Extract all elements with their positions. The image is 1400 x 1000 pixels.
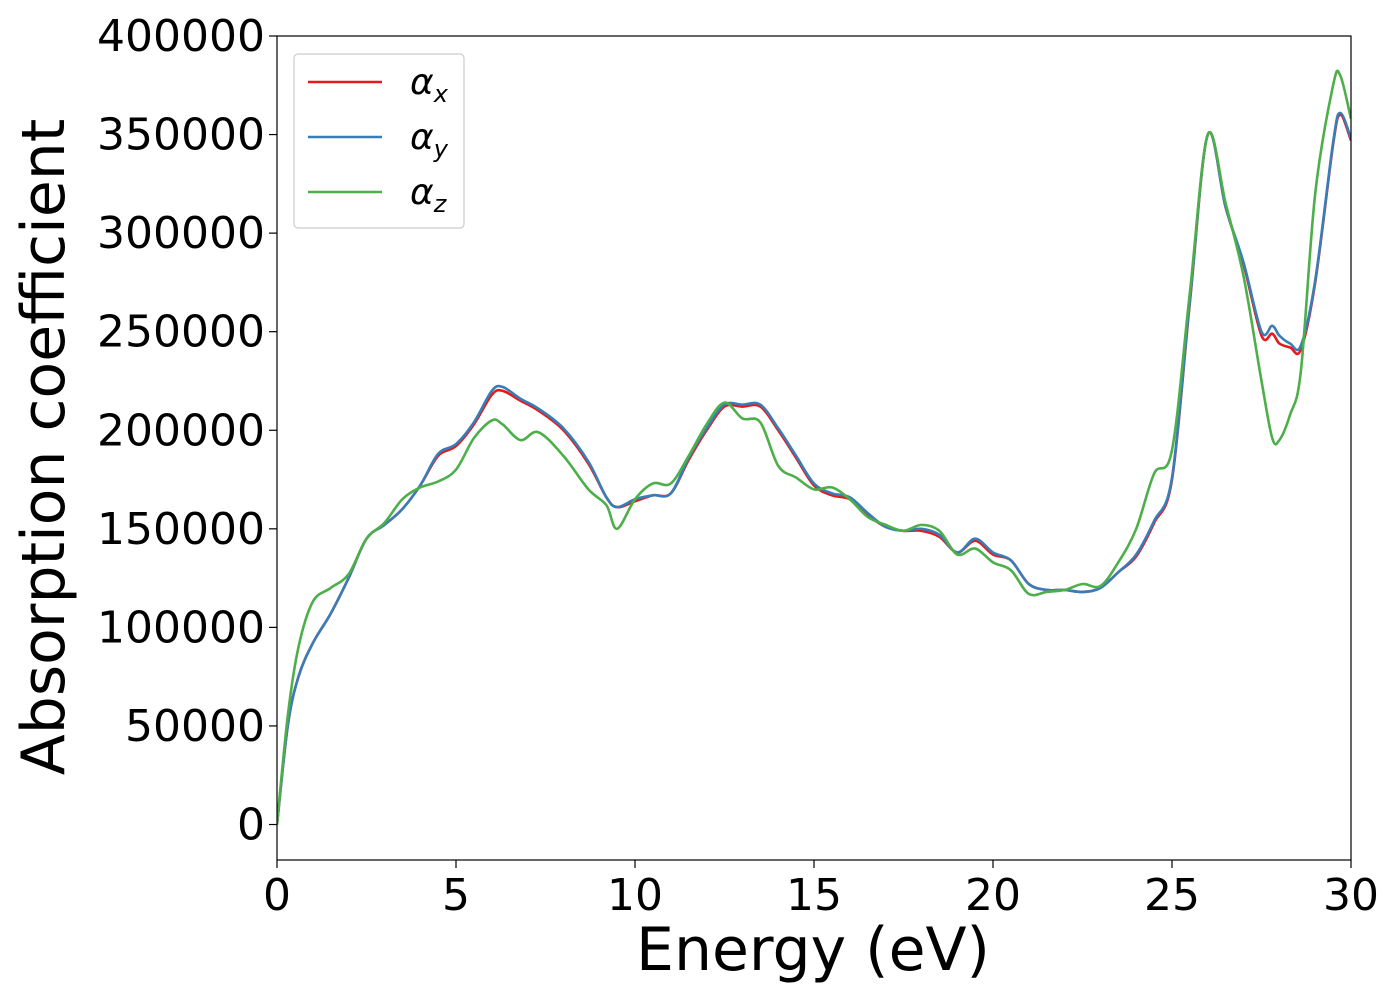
x-tick-label: 15 [786,870,842,921]
x-tick-label: 20 [965,870,1021,921]
y-tick-label: 300000 [97,208,265,259]
x-tick-label: 0 [263,870,291,921]
y-tick-label: 400000 [97,11,265,62]
y-tick-label: 200000 [97,405,265,456]
x-tick-label: 5 [442,870,470,921]
plot-lines [277,69,1351,825]
y-tick-label: 150000 [97,504,265,555]
y-tick-label: 50000 [125,701,265,752]
y-tick-label: 250000 [97,307,265,358]
x-axis-ticks: 0 5 10 15 20 25 30 [263,860,1379,921]
x-tick-label: 25 [1144,870,1200,921]
legend-label: αx [410,62,449,108]
x-tick-label: 30 [1323,870,1379,921]
legend-label: αz [410,172,448,218]
legend-box [293,53,465,229]
legend: αx αy αz [293,53,465,229]
y-axis-ticks: 0 50000 100000 150000 200000 250000 300000 3500… [97,11,277,851]
series-line-alpha-z [277,69,1351,825]
y-tick-label: 100000 [97,602,265,653]
legend-label: αy [410,117,449,163]
y-axis-title: Absorption coefficient [9,119,79,776]
x-axis-title: Energy (eV) [636,915,990,985]
y-tick-label: 350000 [97,110,265,161]
y-tick-label: 0 [237,800,265,851]
x-tick-label: 10 [607,870,663,921]
